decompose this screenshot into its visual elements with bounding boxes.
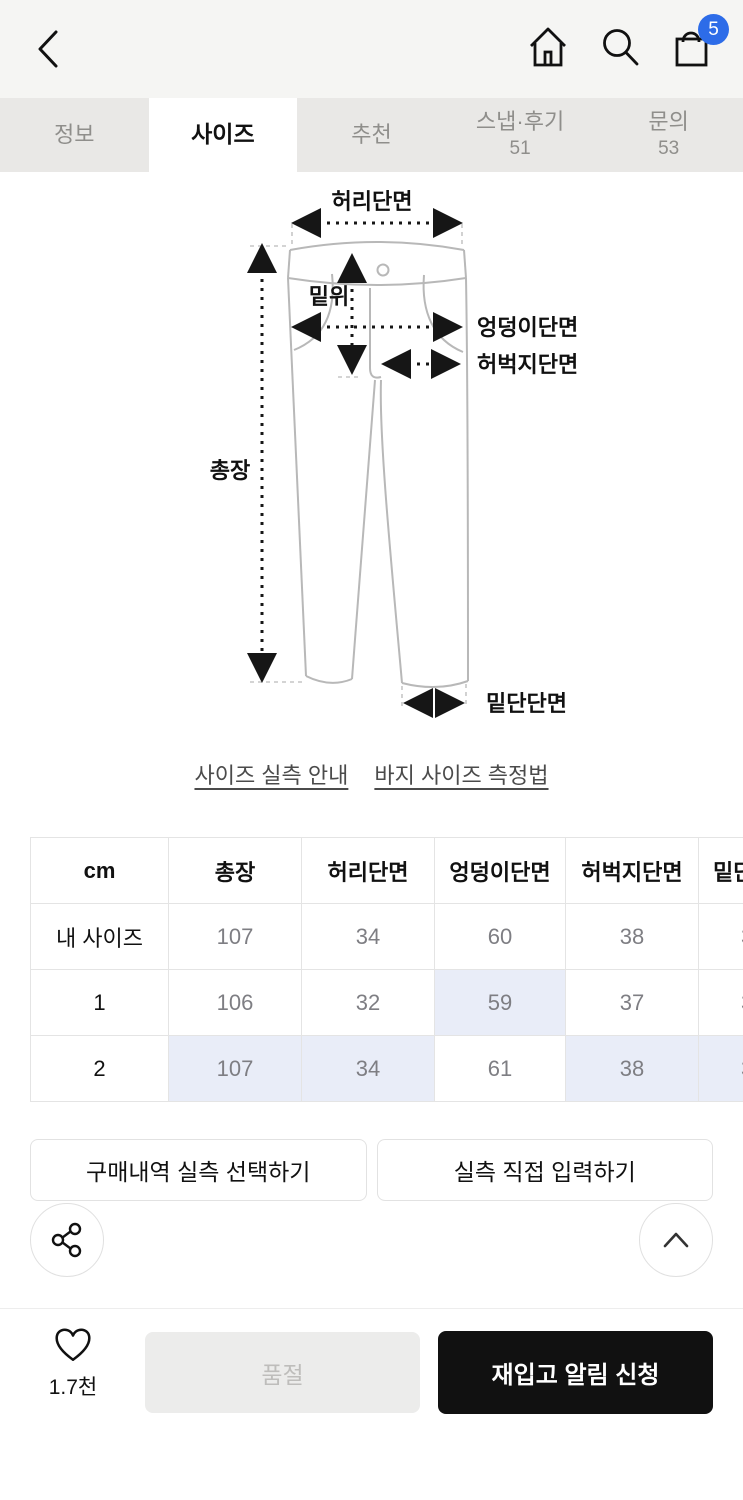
home-icon (530, 27, 566, 67)
size-links: 사이즈 실측 안내 바지 사이즈 측정법 (0, 758, 743, 790)
hem-label: 밑단단면 (486, 691, 567, 716)
rise-label: 밑위 (309, 284, 349, 309)
input-measure-button[interactable]: 실측 직접 입력하기 (376, 1139, 713, 1201)
cell-length: 107 (168, 903, 302, 970)
tab-snap-reviews[interactable]: 스냅·후기 51 (446, 98, 595, 172)
table-row-size-2[interactable]: 2 107 34 61 38 3 (30, 1035, 743, 1102)
share-button[interactable] (30, 1203, 104, 1277)
cell-waist: 32 (301, 969, 435, 1036)
cell-length: 106 (168, 969, 302, 1036)
table-row-size-1[interactable]: 1 106 32 59 37 3 (30, 969, 743, 1036)
cart-button[interactable]: 5 (669, 14, 729, 72)
row-label: 1 (30, 969, 169, 1036)
share-icon (51, 1222, 82, 1258)
table-header-row: cm 총장 허리단면 엉덩이단면 허벅지단면 밑단단면 (30, 837, 743, 904)
measure-actions: 구매내역 실측 선택하기 실측 직접 입력하기 (30, 1139, 713, 1201)
tab-inquiry[interactable]: 문의 53 (594, 98, 743, 172)
size-table-wrapper[interactable]: cm 총장 허리단면 엉덩이단면 허벅지단면 밑단단면 내 사이즈 107 34… (30, 837, 743, 1102)
restock-alert-button[interactable]: 재입고 알림 신청 (438, 1331, 713, 1414)
size-guide-link[interactable]: 사이즈 실측 안내 (194, 763, 349, 788)
tab-label: 정보 (54, 121, 95, 147)
select-purchase-measure-button[interactable]: 구매내역 실측 선택하기 (30, 1139, 367, 1201)
cell-thigh: 37 (565, 969, 699, 1036)
back-chevron-icon (38, 30, 58, 68)
cell-hip: 60 (434, 903, 566, 970)
cell-waist-highlighted: 34 (301, 1035, 435, 1102)
col-header-thigh: 허벅지단면 (565, 837, 699, 904)
tab-label: 사이즈 (191, 121, 255, 148)
length-label: 총장 (210, 458, 250, 483)
search-button[interactable] (597, 22, 643, 72)
chevron-up-icon (663, 1232, 689, 1248)
bottom-purchase-bar: 1.7천 품절 재입고 알림 신청 (0, 1308, 743, 1500)
col-header-cm: cm (30, 837, 169, 904)
tab-count: 53 (658, 137, 680, 159)
shopping-bag-icon (675, 31, 708, 67)
thigh-label: 허벅지단면 (477, 352, 578, 377)
search-icon (603, 29, 639, 66)
measure-method-link[interactable]: 바지 사이즈 측정법 (374, 763, 549, 788)
soldout-button: 품절 (145, 1332, 420, 1413)
cell-thigh-highlighted: 38 (565, 1035, 699, 1102)
waist-label: 허리단면 (332, 189, 413, 214)
cell-hem: 3 (698, 969, 743, 1036)
col-header-waist: 허리단면 (301, 837, 435, 904)
pants-measurement-diagram: 허리단면 밑위 엉덩이단면 허벅지단면 총장 밑단단면 (210, 189, 578, 718)
tab-label: 문의 (648, 109, 689, 135)
cell-hem-highlighted: 3 (698, 1035, 743, 1102)
row-label: 내 사이즈 (30, 903, 169, 970)
like-count: 1.7천 (48, 1376, 98, 1399)
cell-thigh: 38 (565, 903, 699, 970)
tab-size[interactable]: 사이즈 (148, 98, 298, 172)
table-row-my-size[interactable]: 내 사이즈 107 34 60 38 3 (30, 903, 743, 970)
col-header-length: 총장 (168, 837, 302, 904)
product-tab-bar: 정보 사이즈 추천 스냅·후기 51 문의 53 (0, 98, 743, 172)
like-button[interactable]: 1.7천 (40, 1327, 106, 1401)
cell-hip-highlighted: 59 (434, 969, 566, 1036)
tab-label: 스냅·후기 (475, 109, 565, 135)
tab-label: 추천 (351, 121, 392, 147)
tab-count: 51 (509, 137, 531, 159)
cell-waist: 34 (301, 903, 435, 970)
col-header-hem: 밑단단면 (698, 837, 743, 904)
heart-icon (55, 1328, 91, 1361)
hip-label: 엉덩이단면 (477, 315, 578, 340)
guide-lines (250, 224, 467, 708)
cart-badge: 5 (698, 14, 729, 45)
measure-arrows (247, 208, 465, 718)
cell-hip: 61 (434, 1035, 566, 1102)
col-header-hip: 엉덩이단면 (434, 837, 566, 904)
scroll-to-top-button[interactable] (639, 1203, 713, 1277)
size-table: cm 총장 허리단면 엉덩이단면 허벅지단면 밑단단면 내 사이즈 107 34… (30, 837, 743, 1102)
tab-recommend[interactable]: 추천 (297, 98, 446, 172)
tab-info[interactable]: 정보 (0, 98, 149, 172)
cell-length-highlighted: 107 (168, 1035, 302, 1102)
row-label: 2 (30, 1035, 169, 1102)
top-bar: 5 (0, 0, 743, 98)
home-button[interactable] (525, 22, 571, 72)
cell-hem: 3 (698, 903, 743, 970)
back-button[interactable] (28, 24, 72, 74)
